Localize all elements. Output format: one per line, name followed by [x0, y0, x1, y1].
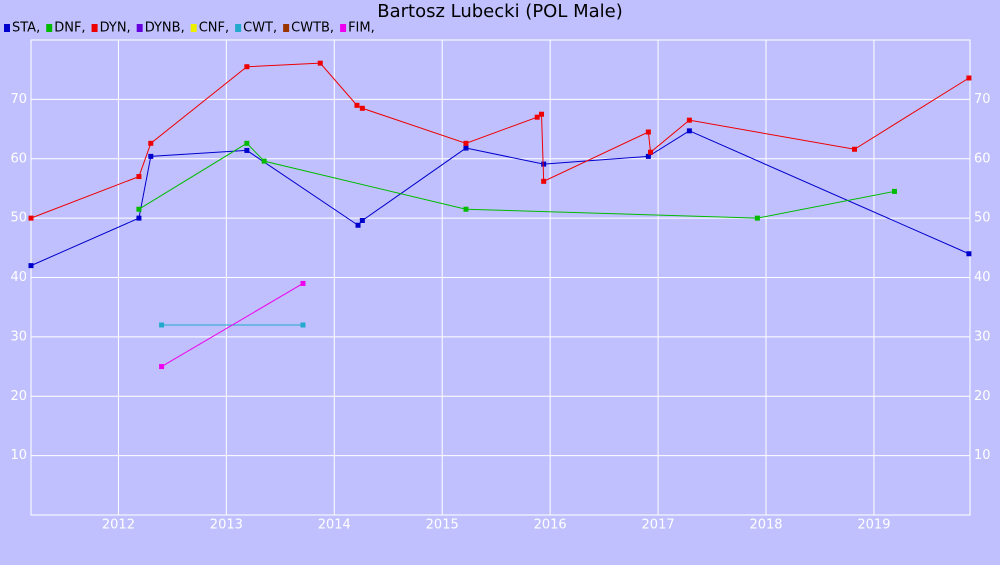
y2-tick-label: 10 [974, 448, 991, 463]
series-line [161, 283, 304, 367]
point [159, 364, 165, 370]
point [261, 158, 267, 164]
point [463, 140, 469, 146]
point [534, 114, 540, 120]
point [686, 128, 692, 134]
legend-label: CWTB, [291, 21, 334, 36]
point [136, 206, 142, 212]
point [244, 64, 250, 70]
point [244, 140, 250, 146]
legend-swatch [235, 24, 242, 32]
legend-label: DYN, [100, 21, 131, 36]
point [648, 149, 654, 155]
point [966, 251, 972, 257]
legend-label: DNF, [54, 21, 85, 36]
series-line [138, 142, 895, 219]
point [539, 111, 545, 117]
point [317, 60, 323, 66]
legend-swatch [136, 24, 143, 32]
x-tick-label: 2013 [210, 518, 243, 533]
point [852, 146, 858, 152]
legend-label: FIM, [348, 21, 375, 36]
chart-title: Bartosz Lubecki (POL Male) [377, 1, 623, 22]
y2-tick-label: 20 [974, 389, 991, 404]
legend-swatch [91, 24, 98, 32]
x-tick-label: 2014 [318, 518, 351, 533]
y-tick-label: 70 [10, 92, 27, 107]
point [136, 174, 142, 180]
legend-swatch [4, 24, 10, 32]
point [463, 145, 469, 151]
point [891, 188, 897, 194]
legend-label: STA, [12, 21, 40, 36]
point [136, 215, 142, 221]
y-tick-label: 50 [10, 211, 27, 226]
y2-tick-label: 30 [974, 329, 991, 344]
legend-swatch [340, 24, 347, 32]
point [244, 147, 250, 153]
legend-label: CNF, [199, 21, 229, 36]
point [463, 206, 469, 212]
x-tick-label: 2019 [857, 518, 890, 533]
series-line [30, 62, 970, 219]
x-tick-label: 2016 [534, 518, 567, 533]
legend-swatch [283, 24, 290, 32]
point [159, 322, 165, 328]
point [645, 129, 651, 135]
point [148, 153, 154, 159]
point [28, 215, 34, 221]
point [686, 117, 692, 123]
point [966, 75, 972, 81]
point [355, 222, 361, 228]
point [541, 178, 547, 184]
y-tick-label: 30 [10, 329, 27, 344]
legend-label: DYNB, [145, 21, 185, 36]
y-tick-label: 40 [10, 270, 27, 285]
y-tick-label: 10 [10, 448, 27, 463]
point [300, 322, 306, 328]
point [541, 161, 547, 167]
series-line [30, 130, 970, 267]
y-tick-label: 60 [10, 151, 27, 166]
point [28, 263, 34, 269]
point [354, 102, 360, 108]
y2-tick-label: 40 [974, 270, 991, 285]
y2-tick-label: 60 [974, 151, 991, 166]
point [359, 105, 365, 111]
point [300, 280, 306, 286]
point [148, 140, 154, 146]
point [754, 215, 760, 221]
legend-swatch [190, 24, 197, 32]
legend-label: CWT, [243, 21, 277, 36]
point [645, 153, 651, 159]
y2-tick-label: 70 [974, 92, 991, 107]
point [359, 218, 365, 223]
x-tick-label: 2017 [642, 518, 675, 533]
x-tick-label: 2018 [749, 518, 782, 533]
x-tick-label: 2012 [102, 518, 135, 533]
y-tick-label: 20 [10, 389, 27, 404]
y2-tick-label: 50 [974, 211, 991, 226]
legend-swatch [46, 24, 53, 32]
x-tick-label: 2015 [426, 518, 459, 533]
